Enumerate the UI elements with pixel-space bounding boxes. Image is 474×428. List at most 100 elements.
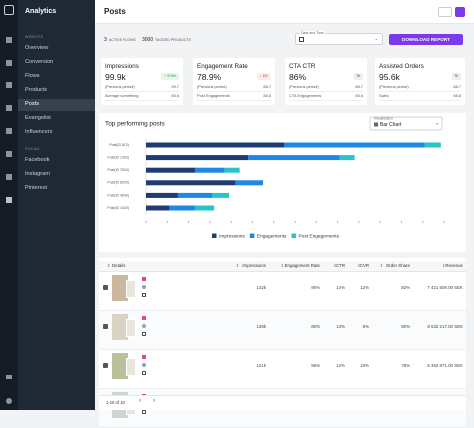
nav-item[interactable]: Products bbox=[25, 87, 48, 93]
nav-item[interactable]: Flows bbox=[25, 73, 40, 79]
table-footer bbox=[99, 395, 466, 410]
bar bbox=[194, 167, 225, 173]
x-tick bbox=[379, 221, 381, 223]
checkbox[interactable] bbox=[103, 324, 108, 329]
checkbox[interactable] bbox=[103, 363, 108, 368]
x-tick bbox=[187, 221, 190, 223]
kpi-row-label: (Previous period) bbox=[197, 84, 227, 89]
pink-icon bbox=[142, 277, 146, 281]
date-label: Date and Time bbox=[300, 31, 325, 35]
kpi-card: Impressions 99.9k ↑ 5.5% (Previous period) 9… bbox=[101, 58, 183, 105]
kpi-title: Impressions bbox=[105, 63, 139, 70]
x-tick bbox=[251, 221, 254, 223]
sort-icon: ⇕ bbox=[235, 263, 240, 268]
nav-icon[interactable] bbox=[6, 375, 12, 379]
kpi-card: Assisted Orders 95.6k% (Previous period) 88… bbox=[375, 58, 465, 105]
bar bbox=[146, 180, 236, 186]
x-tick bbox=[315, 221, 317, 223]
date-picker[interactable]: Date and Time ⌄ bbox=[295, 31, 383, 45]
table-cell: 139k bbox=[256, 324, 266, 329]
nav-icon[interactable] bbox=[6, 37, 12, 43]
kpi-value: 99.9k bbox=[105, 72, 126, 82]
kpi-row-line bbox=[289, 100, 363, 101]
download-button[interactable]: DOWNLOAD REPORT bbox=[389, 34, 463, 45]
x-tick bbox=[230, 221, 232, 223]
kpi-row-value: 85.6 bbox=[263, 93, 271, 98]
nav-icon[interactable] bbox=[6, 398, 12, 404]
bar bbox=[224, 167, 240, 173]
x-tick bbox=[358, 221, 360, 223]
table-cell: 142k bbox=[256, 285, 266, 290]
gray-icon bbox=[142, 363, 146, 367]
profile-button[interactable] bbox=[455, 7, 465, 17]
column-header[interactable]: CTR bbox=[335, 263, 345, 268]
calendar-icon bbox=[299, 37, 304, 42]
column-header[interactable]: Impressions bbox=[242, 263, 266, 268]
table-row bbox=[99, 311, 466, 350]
column-header[interactable]: Order Share bbox=[385, 263, 410, 268]
x-tick bbox=[166, 221, 168, 223]
kpi-row-line bbox=[289, 91, 363, 92]
nav-icon[interactable] bbox=[6, 128, 12, 134]
kpi-badge: ↑ 5.5% bbox=[161, 73, 179, 80]
bar bbox=[211, 192, 230, 198]
kpi-value: 86% bbox=[289, 72, 307, 82]
thumbnail bbox=[112, 275, 128, 301]
nav-item[interactable]: Pinterest bbox=[25, 185, 48, 191]
nav-item[interactable]: Overview bbox=[25, 45, 49, 51]
column-header[interactable]: Revenue bbox=[445, 263, 463, 268]
table-cell: 78% bbox=[401, 363, 410, 368]
nav-icon[interactable] bbox=[6, 82, 12, 88]
sort-icon: ⇕ bbox=[280, 263, 285, 268]
gray-icon bbox=[142, 285, 146, 289]
kpi-row-value: 85.6 bbox=[453, 93, 461, 98]
table-cell: 121k bbox=[256, 363, 266, 368]
legend-label: Post Engagements bbox=[298, 233, 339, 239]
legend-swatch bbox=[212, 233, 217, 238]
table-cell: 12% bbox=[360, 285, 369, 290]
pink-icon bbox=[142, 355, 146, 359]
table-header bbox=[99, 261, 466, 272]
nav-icon[interactable] bbox=[6, 151, 12, 157]
kpi-row-line bbox=[379, 100, 461, 101]
thumbnail bbox=[126, 280, 136, 298]
table-cell: 12% bbox=[336, 363, 345, 368]
nav-item[interactable]: Instagram bbox=[25, 171, 50, 177]
nav-item[interactable]: Conversion bbox=[25, 59, 54, 65]
prev-page[interactable]: ‹ bbox=[139, 398, 141, 404]
thumbnail bbox=[112, 353, 128, 379]
nav-icon[interactable] bbox=[6, 60, 12, 66]
button-label: DOWNLOAD REPORT bbox=[402, 37, 450, 42]
calendar-icon bbox=[142, 410, 146, 414]
nav-item[interactable]: Evangelist bbox=[25, 115, 51, 121]
calendar-icon bbox=[142, 332, 146, 336]
bar bbox=[146, 205, 170, 211]
table-cell: 8% bbox=[362, 324, 369, 329]
sort-icon: ⇕ bbox=[357, 263, 361, 268]
bell-button[interactable] bbox=[438, 7, 452, 17]
nav-item[interactable]: Posts bbox=[25, 101, 39, 107]
checkbox[interactable] bbox=[103, 285, 108, 290]
kpi-row-value: 88.7 bbox=[453, 84, 461, 89]
nav-icon[interactable] bbox=[6, 197, 12, 203]
x-tick bbox=[294, 221, 296, 223]
page-title: Posts bbox=[104, 7, 126, 16]
nav-item[interactable]: Influencers bbox=[25, 129, 53, 135]
kpi-row-line bbox=[197, 91, 271, 92]
nav-item[interactable]: Facebook bbox=[25, 157, 50, 163]
kpi-badge: % bbox=[353, 73, 363, 80]
column-header[interactable]: Details bbox=[112, 263, 126, 268]
next-page[interactable]: › bbox=[153, 398, 155, 404]
bar bbox=[424, 142, 441, 148]
bar bbox=[235, 180, 264, 186]
column-header[interactable]: CVR bbox=[359, 263, 369, 268]
x-tick bbox=[443, 221, 445, 223]
column-header[interactable]: Engagement Rate bbox=[284, 263, 320, 268]
table-row bbox=[99, 350, 466, 389]
bar bbox=[248, 155, 340, 161]
bar bbox=[146, 142, 285, 148]
active-highlight bbox=[18, 99, 95, 111]
nav-icon[interactable] bbox=[6, 174, 12, 180]
nav-icon[interactable] bbox=[6, 105, 12, 111]
